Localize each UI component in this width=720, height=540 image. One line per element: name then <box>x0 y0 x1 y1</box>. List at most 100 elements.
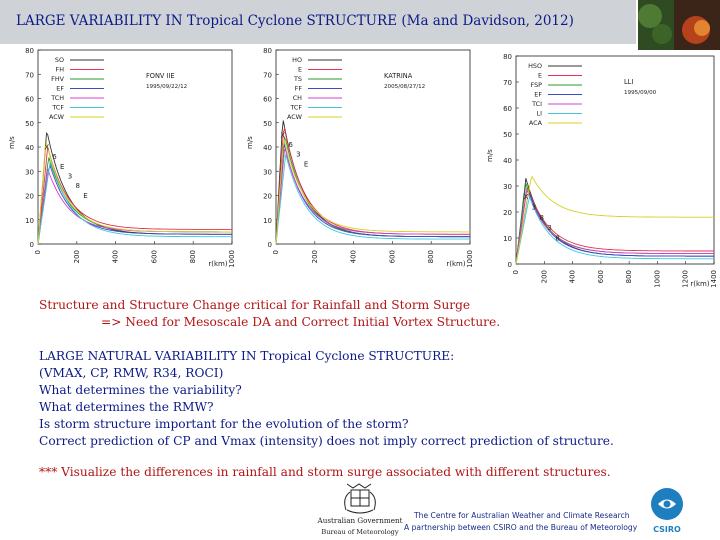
x-tick-label: 0 <box>512 270 520 274</box>
y-tick-label: 0 <box>508 261 512 269</box>
legend-label: FHV <box>51 75 64 83</box>
profile-marker: 8 <box>76 182 80 190</box>
x-tick-label: 600 <box>150 250 158 263</box>
legend-label: SO <box>55 56 64 64</box>
x-tick-label: 1400 <box>710 270 718 288</box>
y-tick-label: 0 <box>268 241 272 249</box>
x-tick-label: 1000 <box>653 270 661 288</box>
series-line-aca <box>515 175 714 265</box>
plot-frame <box>275 49 471 245</box>
y-tick-label: 20 <box>263 193 272 201</box>
y-tick-label: 70 <box>25 71 34 79</box>
series-line-ho <box>275 120 470 245</box>
x-tick-label: 200 <box>73 250 81 263</box>
series-line-fh <box>37 146 232 245</box>
profile-marker: 3 <box>532 203 536 211</box>
profile-marker: E <box>83 192 87 200</box>
partnership-line: A partnership between CSIRO and the Bure… <box>404 523 638 532</box>
csiro-logo: CSIRO <box>651 488 683 534</box>
series-line-ef <box>37 164 232 245</box>
x-tick-label: 200 <box>540 270 548 283</box>
legend-label: E <box>298 66 302 74</box>
y-tick-label: 40 <box>263 144 272 152</box>
y-tick-label: 10 <box>503 235 512 243</box>
legend-label: TCF <box>289 104 302 112</box>
y-tick-label: 50 <box>25 120 34 128</box>
series-line-ff <box>275 143 470 245</box>
x-tick-label: 1000 <box>466 250 474 268</box>
profile-marker: 6 <box>288 141 293 149</box>
legend-date: 2005/08/27/12 <box>384 84 425 90</box>
series-line-so <box>37 132 232 245</box>
x-tick-label: 400 <box>569 270 577 283</box>
y-tick-label: 60 <box>25 96 34 104</box>
legend-label: LI <box>537 110 543 118</box>
x-tick-label: 600 <box>597 270 605 283</box>
y-tick-label: 40 <box>503 157 512 165</box>
series-line-ts <box>275 136 470 245</box>
prediction-statement: Correct prediction of CP and Vmax (inten… <box>39 434 614 448</box>
y-tick-label: 10 <box>25 217 34 225</box>
x-tick-label: 400 <box>112 250 120 263</box>
chart-panel-1: 0 10 20 30 40 50 60 70 80 0 200 400 600 800 1000 m/s r(k… <box>0 44 240 272</box>
profile-marker: X <box>280 131 285 139</box>
legend-label: ACW <box>287 113 303 121</box>
legend-title: FONV IIE <box>146 72 175 80</box>
plot-frame <box>515 55 715 265</box>
profile-marker: 8 <box>555 235 559 243</box>
variability-questions: LARGE NATURAL VARIABILITY IN Tropical Cy… <box>39 348 614 450</box>
legend-label: ACA <box>529 119 543 127</box>
svg-text:Bureau of Meteorology: Bureau of Meteorology <box>321 528 399 536</box>
legend-title: LLI <box>624 78 633 86</box>
x-tick-label: 0 <box>34 250 42 254</box>
svg-text:Australian Government: Australian Government <box>317 516 403 525</box>
profile-marker: 3 <box>68 173 72 181</box>
legend-date: 1995/09/22/12 <box>146 84 187 90</box>
critical-statement: Structure and Structure Change critical … <box>39 297 500 331</box>
profile-marker: 3 <box>547 224 551 232</box>
profile-marker: X <box>44 143 49 151</box>
series-line-e <box>515 185 714 265</box>
profile-marker: 8 <box>540 214 544 222</box>
profile-marker: 3 <box>296 151 300 159</box>
legend-label: FSP <box>531 81 543 89</box>
slide-title: LARGE VARIABILITY IN Tropical Cyclone ST… <box>16 13 574 29</box>
x-tick-label: 1200 <box>682 270 690 288</box>
chart-panel-2: 0 10 20 30 40 50 60 70 80 0 200 400 600 800 1000 m/s r(k… <box>242 44 478 272</box>
legend-label: TS <box>293 75 302 83</box>
series-line-tci <box>515 188 714 265</box>
legend-label: FH <box>56 66 65 74</box>
question-rmw: What determines the RMW? <box>39 400 214 414</box>
x-axis-label: r(km) <box>446 260 465 268</box>
y-tick-label: 80 <box>25 47 34 55</box>
series-line-ch <box>275 148 470 245</box>
y-axis-label: m/s <box>486 149 494 162</box>
series-line-li <box>515 195 714 265</box>
question-evolution: Is storm structure important for the evo… <box>39 417 409 431</box>
legend-label: TCH <box>50 94 64 102</box>
structure-parameters: (VMAX, CP, RMW, R34, ROCI) <box>39 366 224 380</box>
series-line-acw <box>37 141 232 245</box>
legend-label: HO <box>292 56 302 64</box>
legend-label: EF <box>56 85 64 93</box>
cawcr-footer: The Centre for Australian Weather and Cl… <box>404 510 637 534</box>
y-tick-label: 70 <box>263 71 272 79</box>
y-tick-label: 10 <box>263 217 272 225</box>
legend-label: ACW <box>49 113 65 121</box>
series-line-acw <box>275 138 470 245</box>
y-tick-label: 60 <box>503 105 512 113</box>
y-tick-label: 60 <box>263 96 272 104</box>
profile-marker: E <box>304 160 308 168</box>
chart-panel-3: 0 10 20 30 40 50 60 70 80 0 200 400 600 800 1000 1200 14… <box>478 50 720 312</box>
question-variability: What determines the variability? <box>39 383 242 397</box>
legend-label: HSO <box>528 62 542 70</box>
profile-marker: E <box>60 163 64 171</box>
series-line-tcf <box>37 161 232 245</box>
mesoscale-da-line: => Need for Mesoscale DA and Correct Ini… <box>101 315 501 329</box>
legend-label: TCF <box>51 104 64 112</box>
legend-label: EF <box>534 91 542 99</box>
svg-text:CSIRO: CSIRO <box>653 525 681 534</box>
y-tick-label: 50 <box>503 131 512 139</box>
x-tick-label: 800 <box>625 270 633 283</box>
